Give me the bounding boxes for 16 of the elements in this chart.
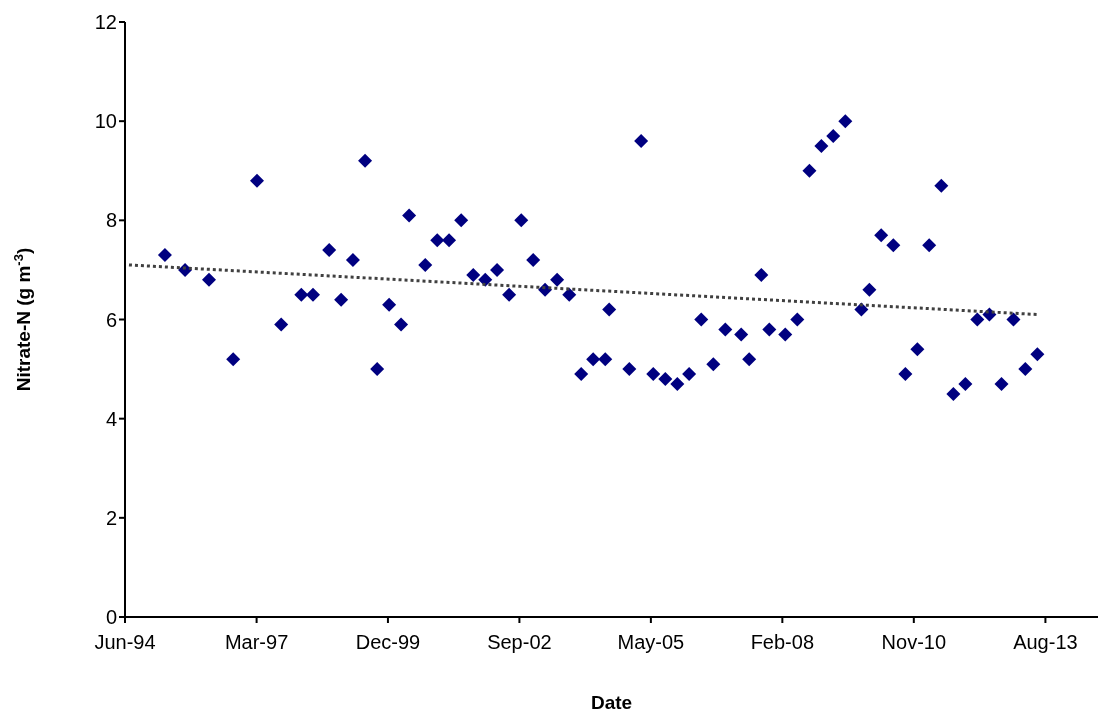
x-tick-label: Aug-13 [1013,631,1078,654]
x-tick-label: Nov-10 [881,631,947,654]
x-tick-label: Jun-94 [94,631,156,654]
y-tick-label: 2 [105,506,117,529]
y-tick-label: 4 [105,407,117,430]
x-tick-label: May-05 [617,631,685,654]
x-tick-label: Mar-97 [224,631,289,654]
x-axis-title: Date [590,692,633,713]
y-tick-label: 0 [105,606,117,629]
x-tick-label: Feb-08 [750,631,815,654]
y-tick-label: 6 [105,308,117,331]
x-tick-label: Sep-02 [487,631,552,654]
y-tick-label: 10 [94,110,117,133]
x-tick-label: Dec-99 [355,631,421,654]
y-tick-label: 12 [94,11,117,34]
y-tick-label: 8 [105,209,117,232]
